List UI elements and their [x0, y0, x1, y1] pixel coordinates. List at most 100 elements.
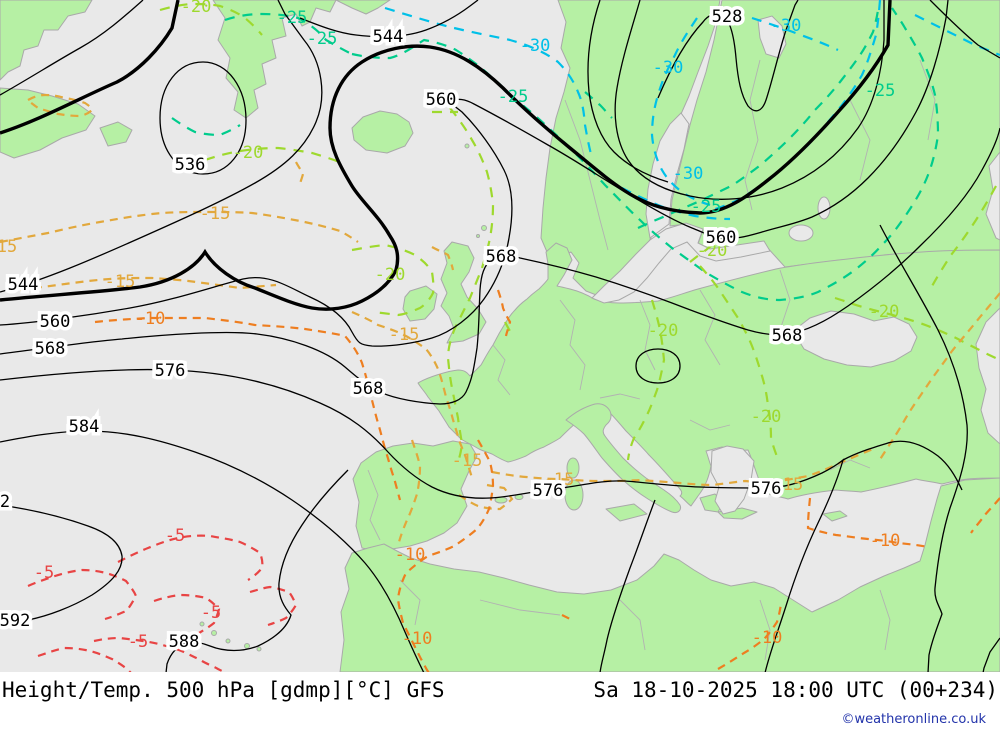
land-sicily [605, 503, 648, 522]
land-europe-mainland [417, 242, 1000, 507]
temp-contour-label: 15 [783, 475, 803, 495]
land-sardinia [564, 479, 584, 511]
height-contour-label: 568 [486, 247, 517, 267]
height-contour-label: 568 [772, 326, 803, 346]
temp-contours-minus5 [27, 534, 298, 672]
land-canada [0, 0, 93, 81]
temp-contour-label: -10 [395, 545, 426, 565]
land-faroe [464, 143, 470, 149]
contour-544-nw [0, 0, 144, 96]
land-canary-2 [225, 638, 231, 644]
temp-contours-minus10 [94, 289, 1000, 672]
temp-contour-label: -15 [200, 204, 231, 224]
land-iceland [351, 110, 414, 154]
land-canary-3 [244, 643, 250, 649]
temp-contour-label: -30 [771, 16, 802, 36]
land-greenland [212, 0, 391, 119]
temp-contour-label: -30 [520, 36, 551, 56]
temp-contours-minus15 [0, 93, 1000, 543]
land-corsica [566, 457, 580, 479]
height-contour-label: 584 [69, 417, 100, 437]
temp-contour-label: -20 [648, 321, 679, 341]
height-contour-label: 560 [426, 90, 457, 110]
contour-536-low [159, 61, 247, 175]
temp-contour-label: -20 [751, 407, 782, 427]
contour-ne-corner [929, 0, 1000, 59]
copyright-link[interactable]: ©weatheronline.co.uk [841, 712, 986, 727]
temp-contour-label: -25 [865, 81, 896, 101]
temp-contour-label: -25 [691, 197, 722, 217]
sea-caspian [975, 307, 1000, 445]
temp-contour-label: 15 [0, 237, 17, 257]
sea-lake-onega [817, 196, 831, 220]
footer-bar: Height/Temp. 500 hPa [gdmp][°C] GFS Sa 1… [0, 672, 1000, 733]
temp-contour-label: -20 [375, 265, 406, 285]
temp-contour-label: -25 [307, 29, 338, 49]
height-contour-label: 560 [40, 312, 71, 332]
contour-small-oval [635, 348, 681, 384]
land-italy [565, 403, 681, 513]
land-shetland [481, 225, 487, 231]
contour-576-ne-branch [842, 440, 963, 491]
temp-contour-label: -20 [697, 241, 728, 261]
temp-contour-label: -30 [673, 164, 704, 184]
temp-contour-label: -5 [34, 563, 54, 583]
temp-contours-minus30 [384, 0, 1000, 221]
sea-lake-ladoga [788, 224, 814, 242]
temp-contours-minus20 [159, 2, 1000, 463]
height-contour-label: 588 [169, 632, 200, 652]
weather-map: -30-30-30-30-25-25-25 -25-25-20-20-20-20-… [0, 0, 1000, 672]
map-timestamp: Sa 18-10-2025 18:00 UTC (00+234) [593, 678, 998, 702]
contour-552-thick-nw [0, 0, 180, 135]
height-contour-label: 568 [35, 339, 66, 359]
height-contour-label: 576 [155, 361, 186, 381]
landmasses [0, 0, 1000, 672]
temp-contour-label: -10 [870, 531, 901, 551]
temp-contour-label: -20 [233, 143, 264, 163]
temp-contour-label: -5 [128, 632, 148, 652]
height-contour-label: 544 [373, 27, 404, 47]
contour-552-thick-main [0, 0, 892, 311]
temp-contour-label: -10 [402, 629, 433, 649]
map-title: Height/Temp. 500 hPa [gdmp][°C] GFS [2, 678, 445, 702]
sea-ne-gray [985, 151, 1000, 241]
contour-tunisia-branch [599, 499, 656, 672]
land-africa-levant [339, 477, 1000, 672]
land-madeira [199, 621, 205, 627]
temp-contour-label: -15 [389, 325, 420, 345]
temp-contour-label: -5 [165, 526, 185, 546]
land-finland-russia [669, 0, 1000, 268]
contour-584 [0, 430, 425, 672]
land-canary-4 [256, 646, 262, 652]
temp-contour-label: -25 [277, 8, 308, 28]
temp-contour-label: -15 [452, 451, 483, 471]
temp-contour-labels: -30-30-30-30-25-25-25 -25-25-20-20-20-20-… [0, 0, 900, 652]
contour-568 [0, 127, 1000, 405]
sea-baltic [591, 222, 771, 304]
temp-contour-label: -15 [544, 470, 575, 490]
land-orkney [476, 234, 480, 238]
temp-contour-label: -5 [201, 603, 221, 623]
temp-contour-label: -10 [752, 628, 783, 648]
contour-592 [0, 504, 123, 624]
country-borders [367, 59, 936, 661]
temp-contour-label: -20 [181, 0, 212, 17]
height-contour-label: 528 [712, 7, 743, 27]
temp-contour-label: -30 [653, 58, 684, 78]
land-newfoundland [99, 121, 133, 147]
sea-white-sea [757, 15, 787, 59]
contour-560 [0, 0, 949, 347]
contour-se-corner [982, 637, 1000, 672]
contour-544-mid [299, 0, 479, 38]
temp-contour-label: -10 [135, 309, 166, 329]
height-contours [0, 0, 1000, 672]
contour-528-low [657, 0, 799, 112]
contour-576 [0, 368, 845, 672]
height-contour-label: 576 [533, 481, 564, 501]
height-contour-label: 576 [751, 479, 782, 499]
height-contour-label: 592 [0, 611, 30, 631]
land-cyprus [822, 510, 848, 522]
height-contour-label: 544 [8, 275, 39, 295]
